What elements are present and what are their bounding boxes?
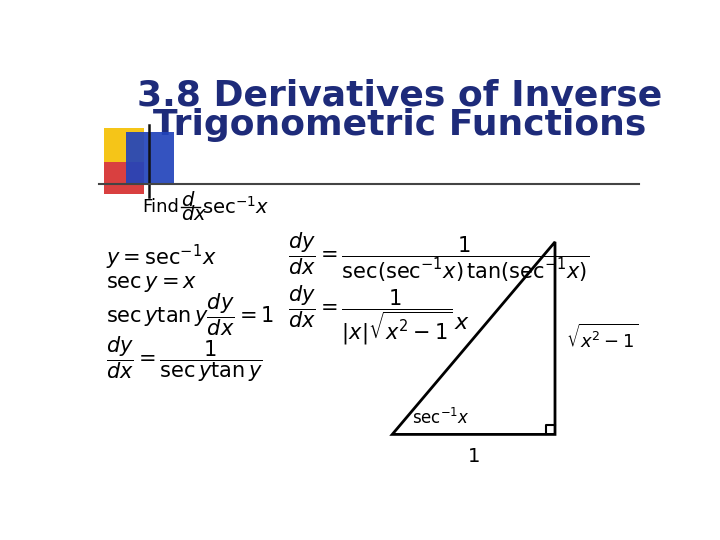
Text: 3.8 Derivatives of Inverse: 3.8 Derivatives of Inverse bbox=[138, 79, 662, 113]
Text: $\dfrac{dy}{dx} = \dfrac{1}{\mathrm{sec}(\mathrm{sec}^{-1} x)\,\mathrm{tan}(\mat: $\dfrac{dy}{dx} = \dfrac{1}{\mathrm{sec}… bbox=[287, 231, 589, 284]
Text: Find: Find bbox=[143, 198, 179, 216]
Text: $1$: $1$ bbox=[467, 447, 480, 465]
Text: $\sqrt{x^2-1}$: $\sqrt{x^2-1}$ bbox=[566, 324, 638, 352]
Bar bbox=[126, 132, 174, 184]
Text: $\mathrm{sec}\, y \tan y \dfrac{dy}{dx} = 1$: $\mathrm{sec}\, y \tan y \dfrac{dy}{dx} … bbox=[106, 292, 274, 338]
Text: Trigonometric Functions: Trigonometric Functions bbox=[153, 108, 647, 142]
Text: $d$: $d$ bbox=[181, 191, 196, 210]
Text: $\boldsymbol{\mathit{x}}$: $\boldsymbol{\mathit{x}}$ bbox=[454, 313, 470, 333]
Text: $\dfrac{dy}{dx} = \dfrac{1}{|x|\sqrt{x^2-1}}$: $\dfrac{dy}{dx} = \dfrac{1}{|x|\sqrt{x^2… bbox=[287, 283, 451, 347]
Bar bbox=[104, 162, 144, 194]
Text: $\mathrm{sec}\, y = x$: $\mathrm{sec}\, y = x$ bbox=[106, 274, 197, 294]
Text: $\mathrm{sec}^{-1} x$: $\mathrm{sec}^{-1} x$ bbox=[202, 197, 270, 218]
Text: $dx$: $dx$ bbox=[181, 205, 207, 225]
Bar bbox=[104, 128, 144, 165]
Text: $y = \mathrm{sec}^{-1} x$: $y = \mathrm{sec}^{-1} x$ bbox=[106, 242, 216, 272]
Text: $\mathrm{sec}^{-1} x$: $\mathrm{sec}^{-1} x$ bbox=[412, 408, 469, 428]
Text: $\dfrac{dy}{dx} = \dfrac{1}{\mathrm{sec}\, y \tan y}$: $\dfrac{dy}{dx} = \dfrac{1}{\mathrm{sec}… bbox=[106, 334, 263, 384]
